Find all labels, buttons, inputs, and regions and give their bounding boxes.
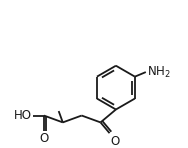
Text: O: O: [111, 135, 120, 148]
Text: O: O: [39, 132, 49, 145]
Text: NH$_2$: NH$_2$: [147, 65, 171, 80]
Text: HO: HO: [14, 109, 32, 122]
